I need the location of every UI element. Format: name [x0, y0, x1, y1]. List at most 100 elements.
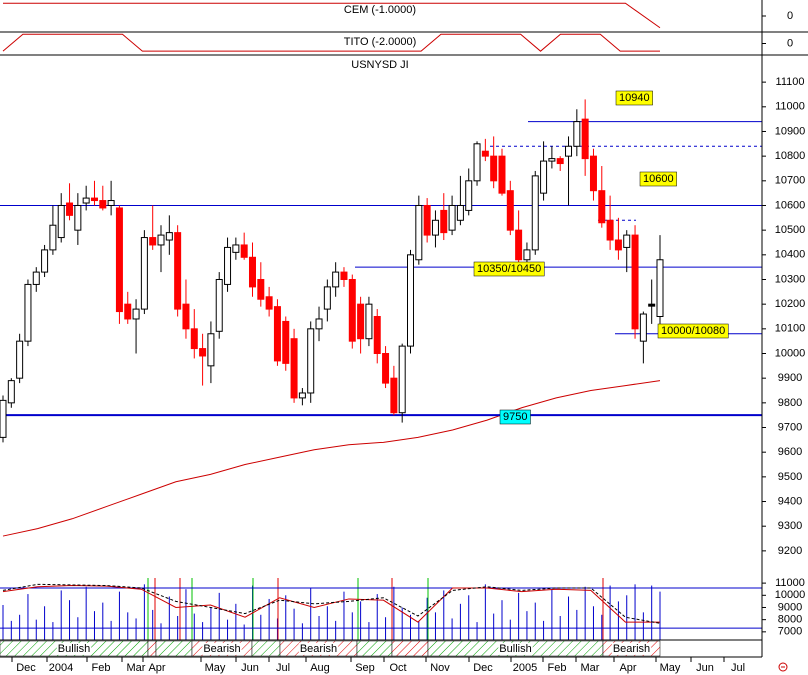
x-tick-label: 2005 — [513, 662, 537, 674]
candle-body — [49, 224, 57, 251]
candle-body — [340, 271, 348, 280]
panel-title: CEM (-1.0000) — [344, 4, 416, 16]
y-tick-label: 10600 — [775, 199, 806, 211]
y-tick-label: 10000 — [775, 347, 806, 359]
y-tick-label: 0 — [787, 10, 793, 22]
x-tick-label: Dec — [16, 662, 36, 674]
x-tick-label: Feb — [92, 662, 111, 674]
y-tick-label: 10500 — [775, 224, 806, 236]
candle-body — [248, 256, 256, 288]
candle-body — [232, 244, 240, 253]
candle-body — [265, 296, 273, 310]
candle-body — [431, 219, 439, 236]
candle-body — [465, 180, 473, 211]
regime-label: Bullish — [499, 643, 531, 655]
frame — [0, 0, 808, 658]
candle-body — [315, 318, 323, 330]
candle-body — [307, 328, 315, 394]
y-tick-label: 8000 — [778, 614, 802, 626]
indicator-line — [3, 2, 661, 29]
candle-body — [240, 244, 248, 258]
icon-circle — [778, 662, 788, 672]
level-label: 10000/10080 — [657, 323, 729, 339]
candle-body — [124, 303, 132, 320]
x-tick-label: Jul — [276, 662, 290, 674]
candle-body — [165, 232, 173, 241]
regime-label-bg — [498, 642, 533, 655]
candle-body — [332, 271, 340, 288]
regime-label-bg — [611, 642, 652, 655]
level-label-box — [473, 261, 545, 277]
candle-body — [16, 340, 24, 379]
candle-body — [224, 246, 232, 285]
indicator-line — [2, 33, 660, 52]
candle-body — [365, 303, 373, 340]
candle-body — [348, 278, 356, 342]
y-tick-label: 11000 — [775, 577, 805, 589]
candle-body — [182, 303, 190, 330]
x-tick-label: Mar — [581, 662, 600, 674]
candle-body — [99, 200, 107, 209]
candle-body — [415, 204, 423, 261]
candle-body — [199, 348, 207, 357]
candle-body — [90, 197, 98, 202]
candle-body — [82, 197, 90, 204]
x-tick-label: Apr — [148, 662, 165, 674]
candle-body — [190, 328, 198, 350]
y-tick-label: 10200 — [775, 298, 806, 310]
chart-title: USNYSD JI — [351, 59, 408, 71]
candle-body — [290, 338, 298, 399]
candle-body — [631, 234, 639, 330]
level-label-text: 10600 — [643, 173, 674, 185]
candle-body — [598, 190, 606, 224]
y-tick-label: 9400 — [778, 495, 802, 507]
y-tick-label: 11000 — [775, 101, 805, 113]
y-tick-label: 7000 — [778, 626, 802, 638]
y-tick-label: 10100 — [775, 323, 806, 335]
candle-body — [174, 232, 182, 310]
y-tick-label: 9000 — [778, 601, 802, 613]
candle-body — [382, 353, 390, 384]
candle-body — [107, 200, 115, 206]
candle-body — [373, 316, 381, 355]
x-tick-label: Jun — [241, 662, 259, 674]
candle-body — [74, 204, 82, 231]
y-tick-label: 11100 — [776, 76, 805, 88]
candle-body — [0, 399, 7, 438]
candle-body — [398, 345, 406, 414]
candle-body — [589, 155, 597, 192]
candle-body — [490, 155, 498, 182]
candle-body — [614, 239, 622, 251]
candle-body — [573, 121, 581, 147]
regime-label-bg — [298, 642, 339, 655]
candle-body — [656, 259, 664, 317]
oscillator-line — [2, 583, 661, 624]
y-tick-label: 9500 — [778, 471, 802, 483]
close-icon — [778, 662, 788, 672]
y-tick-label: 10800 — [775, 150, 806, 162]
level-label-text: 9750 — [503, 411, 527, 423]
panel-title: TITO (-2.0000) — [344, 36, 417, 48]
candle-body — [157, 234, 165, 246]
level-label-box — [615, 90, 653, 106]
candle-body — [440, 209, 448, 234]
level-label-text: 10940 — [619, 92, 650, 104]
x-tick-label: Sep — [355, 662, 375, 674]
moving-average — [2, 380, 661, 537]
candle-body — [548, 158, 556, 162]
regime-band — [147, 640, 157, 657]
candle-body — [323, 286, 331, 310]
regime-band — [155, 640, 193, 657]
regime-label: Bearish — [203, 643, 240, 655]
candle-body — [407, 254, 415, 347]
candle-body — [606, 219, 614, 241]
candle-body — [498, 155, 506, 194]
candle-body — [540, 160, 548, 194]
candle-body — [7, 380, 15, 404]
candle-body — [565, 145, 573, 157]
candle-body — [556, 158, 564, 165]
level-label-text: 10000/10080 — [661, 325, 725, 337]
candle-body — [506, 190, 514, 231]
